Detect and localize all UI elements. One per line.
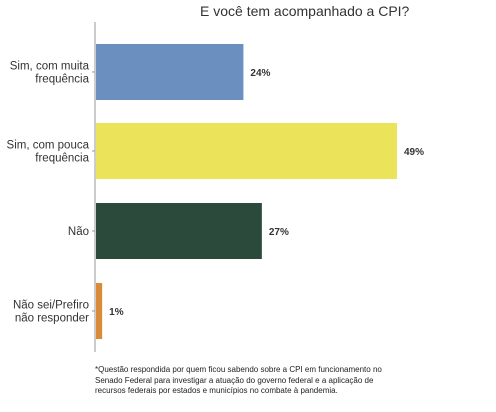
data-label: 49% <box>404 147 424 158</box>
category-label: Sim, com pouca frequência <box>7 140 90 165</box>
bar <box>96 203 262 259</box>
category-label-line: Não <box>68 226 89 238</box>
bar <box>96 44 244 100</box>
category-label-line: não responder <box>15 313 89 325</box>
chart-title: E você tem acompanhado a CPI? <box>200 3 410 19</box>
bar <box>96 123 397 179</box>
data-label: 27% <box>269 227 289 238</box>
category-label-line: Sim, com pouca <box>7 140 90 152</box>
category-label-line: Sim, com muita <box>10 61 90 73</box>
category-label: Não <box>68 226 89 238</box>
category-label: Sim, com muita frequência <box>10 61 90 86</box>
category-label-line: frequência <box>35 153 89 165</box>
category-label: Não sei/Prefiro não responder <box>13 300 89 325</box>
footnote: *Questão respondida por quem ficou saben… <box>95 365 382 395</box>
data-label: 24% <box>250 68 270 79</box>
category-label-line: Não sei/Prefiro <box>13 300 89 312</box>
category-label-line: frequência <box>35 74 89 86</box>
bar <box>96 283 103 339</box>
data-label: 1% <box>109 307 124 318</box>
